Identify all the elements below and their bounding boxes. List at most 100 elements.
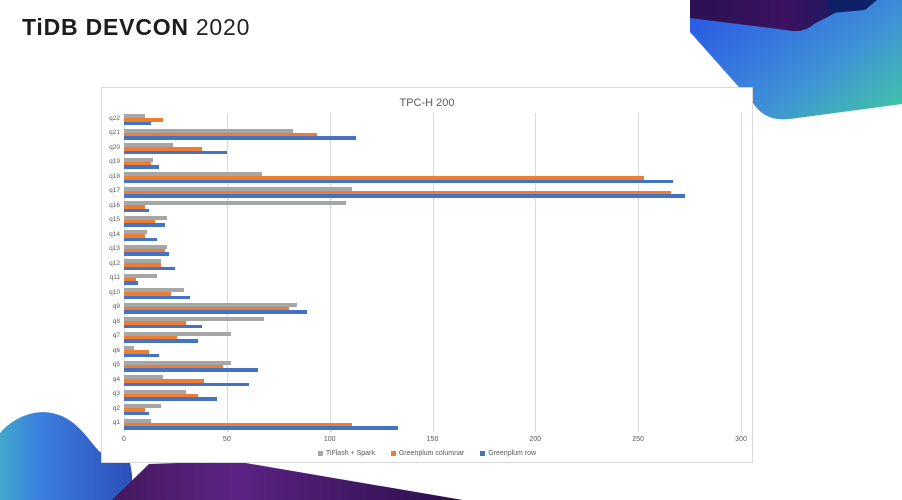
bar-q6 — [124, 353, 159, 358]
x-axis-tick-label: 250 — [632, 436, 644, 443]
bar-q8 — [124, 321, 186, 325]
gridline — [329, 113, 331, 432]
gridline — [741, 113, 742, 432]
bar-q9 — [124, 302, 297, 307]
bar-q11 — [124, 277, 137, 282]
y-axis-tick-label: q17 — [109, 187, 120, 194]
y-axis-tick-label: q10 — [109, 288, 120, 296]
bar-q4 — [124, 382, 250, 387]
bar-group-q18: q18 — [109, 171, 741, 186]
bar-q1 — [124, 426, 398, 430]
y-axis-tick-label: q8 — [112, 317, 120, 325]
bar-q16 — [124, 205, 145, 209]
bar-q13 — [124, 244, 168, 249]
bar-q14 — [124, 234, 145, 238]
bar-group-q17: q17 — [109, 186, 741, 201]
bar-q11 — [124, 281, 139, 285]
bar-q3 — [124, 397, 217, 401]
y-axis-tick-label: q9 — [112, 303, 120, 310]
x-axis-tick-label: 300 — [735, 436, 747, 443]
gridline — [432, 113, 434, 432]
legend-swatch-icon — [480, 451, 486, 456]
legend-swatch-icon — [317, 451, 323, 456]
bar-q17 — [124, 194, 686, 198]
bar-group-q14: q14 — [109, 229, 741, 244]
bar-q6 — [124, 346, 135, 351]
slide-title: TiDB DEVCON 2020 — [22, 14, 250, 41]
bar-q3 — [124, 389, 186, 394]
y-axis-tick-label: q6 — [112, 346, 120, 354]
y-axis-tick-label: q4 — [112, 375, 120, 383]
bar-group-q4: q4 — [113, 374, 741, 389]
slide-title-year: 2020 — [195, 14, 251, 40]
chart-title: TPC-H 200 — [399, 97, 455, 109]
bar-q22 — [124, 121, 151, 126]
bar-q20 — [124, 147, 203, 151]
bar-q19 — [124, 157, 153, 162]
y-axis-tick-label: q18 — [109, 172, 120, 180]
bar-q20 — [124, 143, 174, 148]
x-axis-tick-label: 200 — [529, 436, 542, 443]
bar-q7 — [124, 339, 199, 343]
bar-group-q10: q10 — [109, 287, 741, 302]
legend-item: Greenplum row — [480, 450, 536, 457]
bar-group-q9: q9 — [113, 302, 741, 317]
y-axis-tick-label: q20 — [109, 143, 120, 151]
bar-q10 — [124, 295, 190, 300]
bar-q5 — [124, 364, 223, 369]
gridline — [638, 113, 640, 432]
bar-q10 — [124, 288, 184, 293]
bar-group-q7: q7 — [113, 331, 741, 346]
slide-title-main: TiDB DEVCON — [22, 14, 189, 40]
chart-panel: TPC-H 200 q22 q21 q20 q19 q18 q17 q16 q15 q14 q13… — [101, 87, 753, 463]
bar-q19 — [124, 165, 159, 169]
y-axis-tick-label: q22 — [109, 114, 120, 122]
bar-q12 — [124, 259, 162, 264]
bar-q14 — [124, 237, 157, 242]
legend-label: TiFlash + Spark — [325, 450, 375, 457]
y-axis-tick-label: q16 — [109, 201, 120, 209]
bar-group-q22: q22 — [109, 113, 741, 128]
bar-q12 — [124, 266, 176, 271]
bar-q18 — [124, 172, 262, 177]
bar-group-q6: q6 — [113, 345, 741, 360]
legend-label: Greenplum columnar — [398, 450, 465, 457]
y-axis-tick-label: q21 — [109, 129, 120, 136]
bar-q8 — [124, 324, 203, 329]
bar-group-q13: q13 — [109, 244, 741, 259]
bar-q18 — [124, 176, 645, 180]
chart-legend: TiFlash + Spark Greenplum columnar Greenpl… — [102, 450, 752, 457]
bar-q20 — [124, 150, 227, 155]
bar-group-q15: q15 — [109, 215, 741, 230]
bar-q17 — [124, 190, 672, 195]
legend-label: Greenplum row — [488, 450, 537, 457]
bar-q22 — [124, 114, 145, 119]
bar-q14 — [124, 230, 147, 235]
bar-q7 — [124, 331, 231, 336]
x-axis-tick-label: 150 — [426, 436, 439, 443]
bar-group-q20: q20 — [109, 142, 741, 157]
bar-q13 — [124, 248, 166, 253]
bar-group-q12: q12 — [109, 258, 741, 273]
bar-q21 — [124, 128, 293, 133]
y-axis-tick-label: q7 — [112, 332, 120, 339]
bar-q17 — [124, 186, 353, 191]
y-axis-tick-label: q3 — [112, 390, 120, 397]
bar-q3 — [124, 393, 199, 398]
x-axis: 0 50 100 150 200 250 300 — [122, 432, 747, 446]
legend-item: TiFlash + Spark — [317, 450, 375, 457]
y-axis-tick-label: q5 — [112, 361, 120, 368]
bar-q5 — [124, 368, 258, 372]
bar-q4 — [124, 379, 205, 383]
bar-q8 — [124, 317, 264, 322]
bar-group-q1: q1 — [113, 418, 741, 433]
bar-q9 — [124, 310, 308, 314]
bar-q11 — [124, 273, 157, 278]
bar-group-q19: q19 — [109, 157, 741, 172]
bar-q7 — [124, 335, 178, 340]
bar-q22 — [124, 118, 164, 122]
y-axis-tick-label: q14 — [109, 230, 120, 238]
bar-group-q21: q21 — [109, 128, 741, 143]
bar-group-q5: q5 — [113, 360, 741, 375]
bar-q9 — [124, 306, 289, 311]
